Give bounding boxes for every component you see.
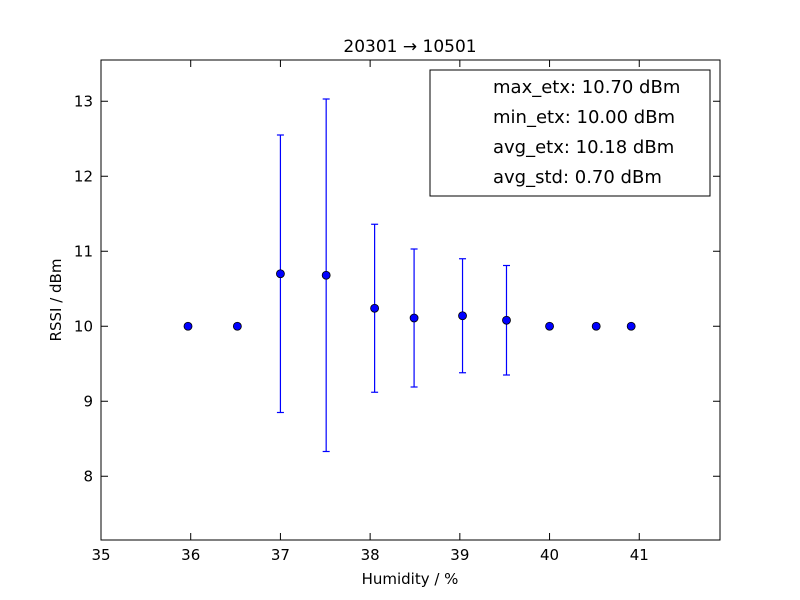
data-point [626,321,636,331]
data-point [502,315,511,325]
legend: max_etx: 10.70 dBm min_etx: 10.00 dBm avg_… [429,69,711,197]
legend-entry: min_etx: 10.00 dBm [493,107,675,128]
data-point [591,321,601,331]
x-tick-label: 39 [450,546,469,564]
plot-frame [100,59,721,541]
data-point [183,321,193,331]
data-point [370,303,380,313]
y-tick-label: 8 [83,467,93,485]
x-tick-label: 36 [181,546,200,564]
y-tick-label: 10 [74,317,93,335]
legend-entry: max_etx: 10.70 dBm [493,77,680,98]
y-tick-label: 11 [74,242,93,260]
data-point [545,321,554,331]
x-tick-label: 41 [630,546,649,564]
y-tick-label: 12 [74,167,93,185]
data-point [409,313,419,323]
chart-title: 20301 → 10501 [343,37,476,57]
y-tick-label: 13 [74,92,93,110]
plot-area: 35 36 37 38 39 40 41 8 9 10 11 12 13 [74,60,720,564]
legend-entry: avg_etx: 10.18 dBm [493,137,674,158]
x-tick-label: 37 [271,546,290,564]
data-point [458,311,467,321]
data-point [321,270,331,280]
x-axis-label: Humidity / % [362,570,459,588]
data-point [232,321,242,331]
y-axis-label: RSSI / dBm [47,259,65,342]
y-tick-label: 9 [83,392,93,410]
legend-box [429,69,711,197]
x-tick-label: 38 [361,546,380,564]
data-point [276,269,285,279]
x-tick-label: 40 [540,546,559,564]
x-tick-label: 35 [91,546,110,564]
legend-entry: avg_std: 0.70 dBm [493,167,662,188]
